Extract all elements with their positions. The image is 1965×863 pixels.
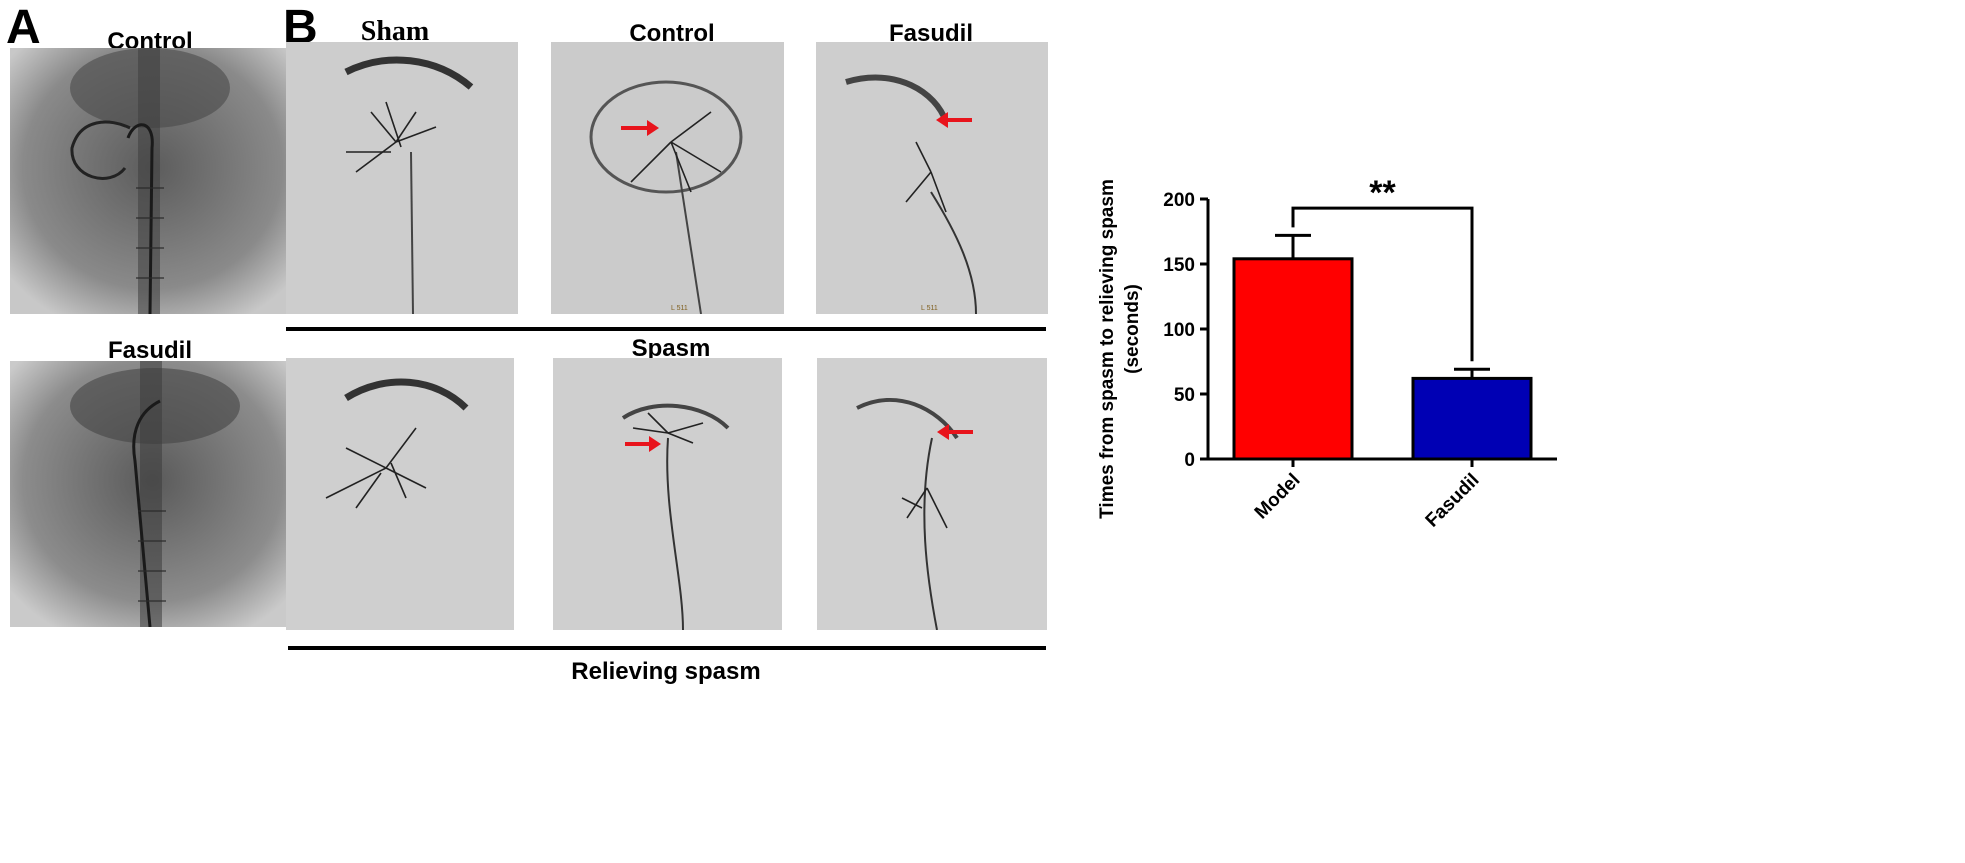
y-tick-label: 0: [1184, 450, 1195, 471]
column-label-sham: Sham: [360, 16, 430, 47]
y-axis-label-units: (seconds): [1122, 284, 1143, 374]
image-stamp: L 511: [671, 305, 688, 312]
bar-model: [1232, 257, 1354, 461]
angiogram-fasudil-spasm: L 511: [816, 42, 1048, 314]
xray-fasudil-image: [10, 361, 295, 627]
y-tick-label: 150: [1163, 255, 1195, 276]
arrow-icon: [936, 112, 972, 128]
bar-fasudil: [1411, 376, 1533, 461]
x-tick-label: Model: [1251, 470, 1305, 524]
y-tick-label: 200: [1163, 190, 1195, 211]
significance-label: **: [1369, 174, 1396, 212]
angiogram-control-relieving: [553, 358, 782, 630]
angiogram-fasudil-relieving: [817, 358, 1047, 630]
y-tick-label: 100: [1163, 320, 1195, 341]
relieving-divider: [288, 646, 1046, 650]
arrow-icon: [625, 436, 661, 452]
y-axis-label: Times from spasm to relieving spasm: [1097, 179, 1118, 519]
xray-control-image: [10, 48, 295, 314]
angiogram-control-spasm: L 511: [551, 42, 784, 314]
angiogram-sham-relieving: [286, 358, 514, 630]
panel-a-bottom-label: Fasudil: [107, 337, 192, 364]
column-label-control: Control: [629, 20, 715, 47]
bar-chart: 0 50 100 150 200 Times from spasm to relievin…: [1097, 174, 1557, 532]
significance-bracket: [1291, 206, 1474, 362]
x-tick-label: Fasudil: [1422, 470, 1484, 532]
row-caption-relieving: Relieving spasm: [571, 658, 761, 685]
arrow-icon: [937, 424, 973, 440]
image-stamp: L 511: [921, 305, 938, 312]
angiogram-sham-spasm: [286, 42, 518, 314]
y-tick-label: 50: [1174, 385, 1195, 406]
row-caption-spasm: Spasm: [631, 335, 711, 362]
column-label-fasudil: Fasudil: [888, 20, 973, 47]
panel-a-letter: A: [6, 1, 41, 54]
arrow-icon: [621, 120, 659, 136]
spasm-divider: [286, 327, 1046, 331]
